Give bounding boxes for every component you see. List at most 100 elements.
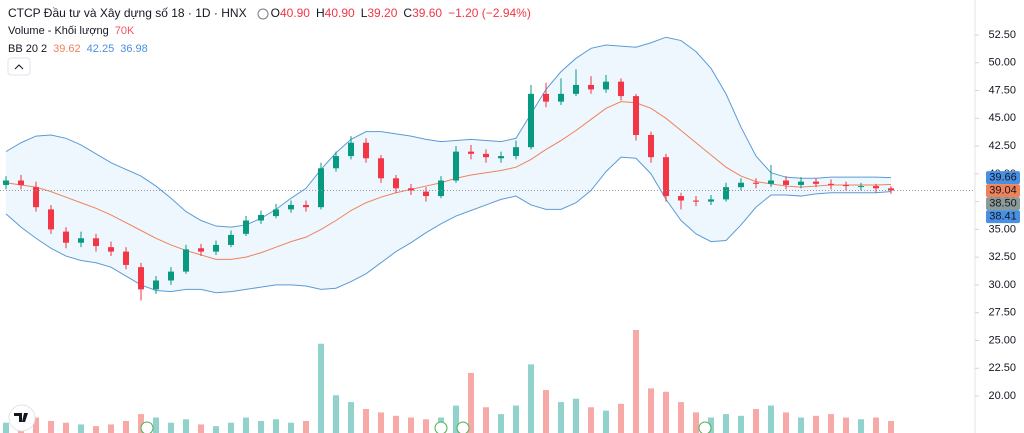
volume-bar — [393, 415, 399, 433]
last-label: 39.66 — [989, 172, 1017, 184]
volume-bar — [168, 422, 174, 433]
candle-body — [213, 244, 219, 252]
chart-title: CTCP Đầu tư và Xây dựng số 18 · 1D · HNX — [8, 6, 247, 20]
y-tick-label: 20.00 — [988, 390, 1016, 402]
last-label-bg — [986, 210, 1020, 224]
candle-body — [483, 153, 489, 158]
plot — [0, 36, 975, 433]
candle-body — [648, 134, 654, 158]
last-label-bg — [986, 197, 1020, 211]
volume-bar — [468, 372, 474, 433]
volume-bar — [618, 403, 624, 433]
candle-body — [693, 200, 699, 202]
volume-bar — [198, 424, 204, 433]
y-tick-label: 22.50 — [988, 362, 1016, 374]
price-axis: 52.5050.0047.5045.0042.5040.0037.5035.00… — [975, 29, 1020, 402]
candle-body — [393, 178, 399, 189]
event-icon[interactable] — [698, 421, 712, 433]
candle-body — [888, 188, 894, 191]
candle-body — [228, 234, 234, 245]
volume-bar — [93, 426, 99, 433]
candle-body — [108, 247, 114, 252]
y-tick-label: 25.00 — [988, 334, 1016, 346]
candle-body — [63, 231, 69, 243]
candle-body — [618, 81, 624, 97]
volume-bar — [63, 422, 69, 433]
candle-body — [558, 93, 564, 102]
volume-bar — [678, 402, 684, 433]
y-tick-label: 42.50 — [988, 140, 1016, 152]
volume-bar — [498, 414, 504, 433]
volume-bar — [723, 414, 729, 433]
volume-bar — [603, 410, 609, 433]
volume-bar — [528, 364, 534, 433]
candle-body — [198, 248, 204, 252]
volume-bar — [573, 398, 579, 433]
volume-bar — [303, 420, 309, 433]
candle-body — [438, 180, 444, 197]
event-icon[interactable] — [140, 421, 154, 433]
logo-mark — [14, 413, 28, 422]
volume-bar — [138, 414, 144, 433]
candle-body — [573, 84, 579, 94]
y-tick-label: 47.50 — [988, 84, 1016, 96]
volume-bar — [843, 417, 849, 433]
last-label-bg — [986, 184, 1020, 198]
event-icon[interactable] — [434, 421, 448, 433]
bb-band — [6, 37, 891, 293]
candle-body — [708, 199, 714, 202]
volume-bar — [288, 422, 294, 433]
candle-body — [78, 238, 84, 243]
volume-bar — [663, 391, 669, 433]
candle-body — [453, 151, 459, 181]
candle-body — [678, 196, 684, 201]
candle-body — [588, 84, 594, 90]
volume-bar — [483, 407, 489, 433]
volume-bar — [588, 407, 594, 433]
bb-legend: BB 20 2 39.62 42.25 36.98 — [8, 43, 148, 55]
candle-body — [603, 81, 609, 90]
bb-basis-line — [5, 101, 892, 260]
volume-bar — [153, 417, 159, 433]
candle-body — [738, 182, 744, 188]
volume-bar — [33, 417, 39, 433]
candle-body — [288, 204, 294, 210]
volume-bar — [3, 422, 9, 433]
candle-body — [408, 188, 414, 191]
candle-body — [93, 238, 99, 247]
ohlc-key: O — [271, 6, 280, 20]
candle-body — [798, 181, 804, 185]
volume-bar — [408, 417, 414, 433]
ohlc-value: 40.90 — [280, 6, 310, 20]
bb-name: BB 20 2 — [8, 43, 47, 55]
candle-body — [258, 214, 264, 221]
event-icon[interactable] — [456, 421, 470, 433]
ohlc-key: C — [403, 6, 412, 20]
volume-bar — [693, 412, 699, 433]
bb-lower: 36.98 — [120, 43, 148, 55]
y-tick-label: 35.00 — [988, 223, 1016, 235]
volume-bar — [648, 388, 654, 433]
legend-title-line: CTCP Đầu tư và Xây dựng số 18 · 1D · HNX… — [8, 6, 531, 20]
change: −1.20 (−2.94%) — [448, 6, 531, 20]
last-label: 38.41 — [989, 211, 1017, 223]
y-tick-label: 50.00 — [988, 57, 1016, 69]
ohlc-key: H — [316, 6, 325, 20]
volume-bar — [273, 419, 279, 433]
y-tick-label: 27.50 — [988, 307, 1016, 319]
volume-bar — [123, 420, 129, 433]
volume-bar — [558, 402, 564, 433]
volume-bar — [48, 420, 54, 433]
candle-body — [303, 204, 309, 208]
volume-bar — [108, 424, 114, 433]
collapse-button[interactable] — [7, 57, 31, 76]
volume-bar — [453, 405, 459, 433]
last-label-bg — [986, 171, 1020, 185]
candle-body — [378, 158, 384, 179]
volume-bar — [183, 419, 189, 433]
candle-body — [663, 157, 669, 197]
eye-icon[interactable] — [257, 8, 269, 20]
candle-body — [18, 180, 24, 185]
volume-bar — [873, 417, 879, 433]
